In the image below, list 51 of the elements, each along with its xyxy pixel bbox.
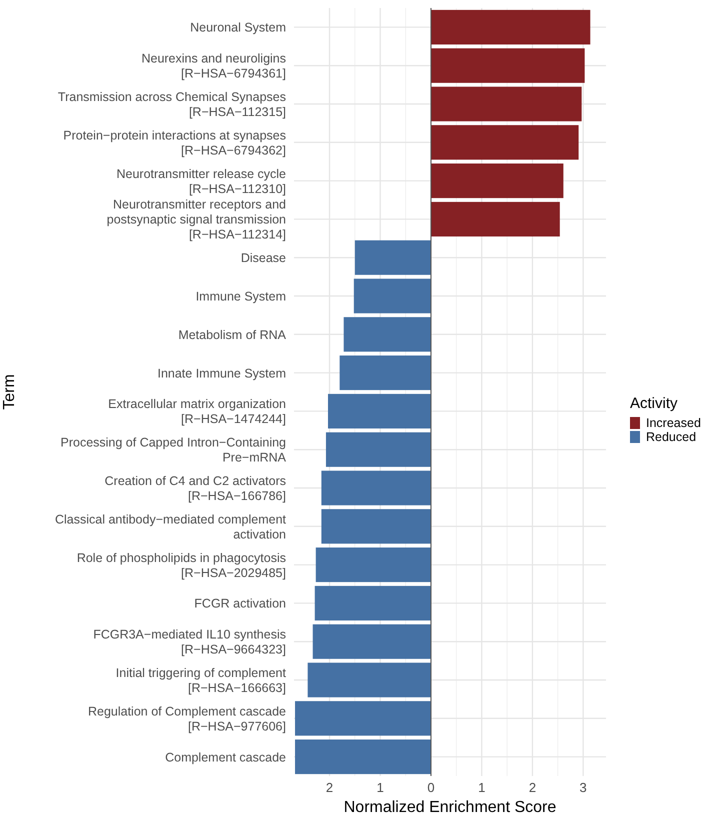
bar: [430, 202, 560, 236]
bar: [430, 48, 585, 83]
bar: [326, 432, 431, 467]
x-tick-label: 2: [326, 780, 334, 795]
bar: [430, 10, 590, 44]
x-tick-label: 1: [478, 780, 486, 795]
y-tick-label: Neuronal System: [190, 20, 286, 35]
bar: [430, 125, 579, 160]
bar: [295, 740, 431, 774]
x-tick-label: 3: [580, 780, 587, 795]
bar: [321, 509, 431, 544]
y-tick-label: FCGR3A−mediated IL10 synthesis [R−HSA−9664323]: [93, 628, 286, 657]
y-tick-label: Role of phospholipids in phagocytosis [R−HSA−2029485]: [76, 550, 286, 580]
bar: [354, 240, 431, 275]
bar: [314, 586, 431, 620]
y-tick-label: Processing of Capped Intron−Containing Pre−mRNA: [60, 436, 287, 465]
x-tick-label: 0: [427, 780, 435, 795]
bar: [430, 86, 582, 122]
y-tick-label: Classical antibody−mediated complement activation: [54, 512, 287, 542]
y-tick-label: Complement cascade: [165, 750, 286, 764]
legend-label: Increased: [646, 416, 701, 430]
y-tick-label: Neurotransmitter receptors and postsynaptic signal transmission [R−HSA−112314]: [106, 198, 286, 242]
bar: [321, 470, 431, 506]
bar: [328, 394, 431, 428]
y-tick-label: Metabolism of RNA: [178, 328, 287, 342]
x-axis-title: Normalized Enrichment Score: [344, 799, 556, 816]
legend-title: Activity: [630, 395, 678, 412]
y-tick-label: Regulation of Complement cascade [R−HSA−977606]: [88, 704, 286, 734]
y-tick-label: Immune System: [196, 290, 286, 304]
x-tick-label: 1: [376, 780, 384, 795]
y-tick-label: Protein−protein interactions at synapses [R−HSA−6794362]: [63, 128, 286, 158]
y-axis-title: Term: [1, 374, 18, 410]
y-tick-label: Initial triggering of complement [R−HSA−166663]: [116, 666, 287, 695]
y-tick-label: Neurotransmitter release cycle [R−HSA−112310]: [116, 166, 286, 196]
y-tick-label: Transmission across Chemical Synapses [R−HSA−112315]: [58, 90, 286, 119]
y-tick-label: Extracellular matrix organization [R−HSA−1474244]: [108, 397, 286, 426]
bar: [344, 317, 431, 352]
bar: [308, 662, 431, 698]
bar: [295, 701, 431, 736]
y-tick-label: Innate Immune System: [157, 366, 286, 380]
y-tick-label: Disease: [240, 251, 286, 266]
bar: [354, 278, 431, 314]
y-tick-label: FCGR activation: [194, 596, 286, 611]
x-tick-label: 2: [528, 780, 536, 795]
bar: [312, 624, 431, 659]
bar: [316, 548, 431, 582]
y-tick-label: Neurexins and neuroligins [R−HSA−6794361]: [141, 52, 286, 81]
bar: [340, 356, 431, 390]
bar: [430, 164, 564, 198]
legend-label: Reduced: [646, 430, 696, 444]
y-tick-label: Creation of C4 and C2 activators [R−HSA−166786]: [104, 474, 286, 503]
